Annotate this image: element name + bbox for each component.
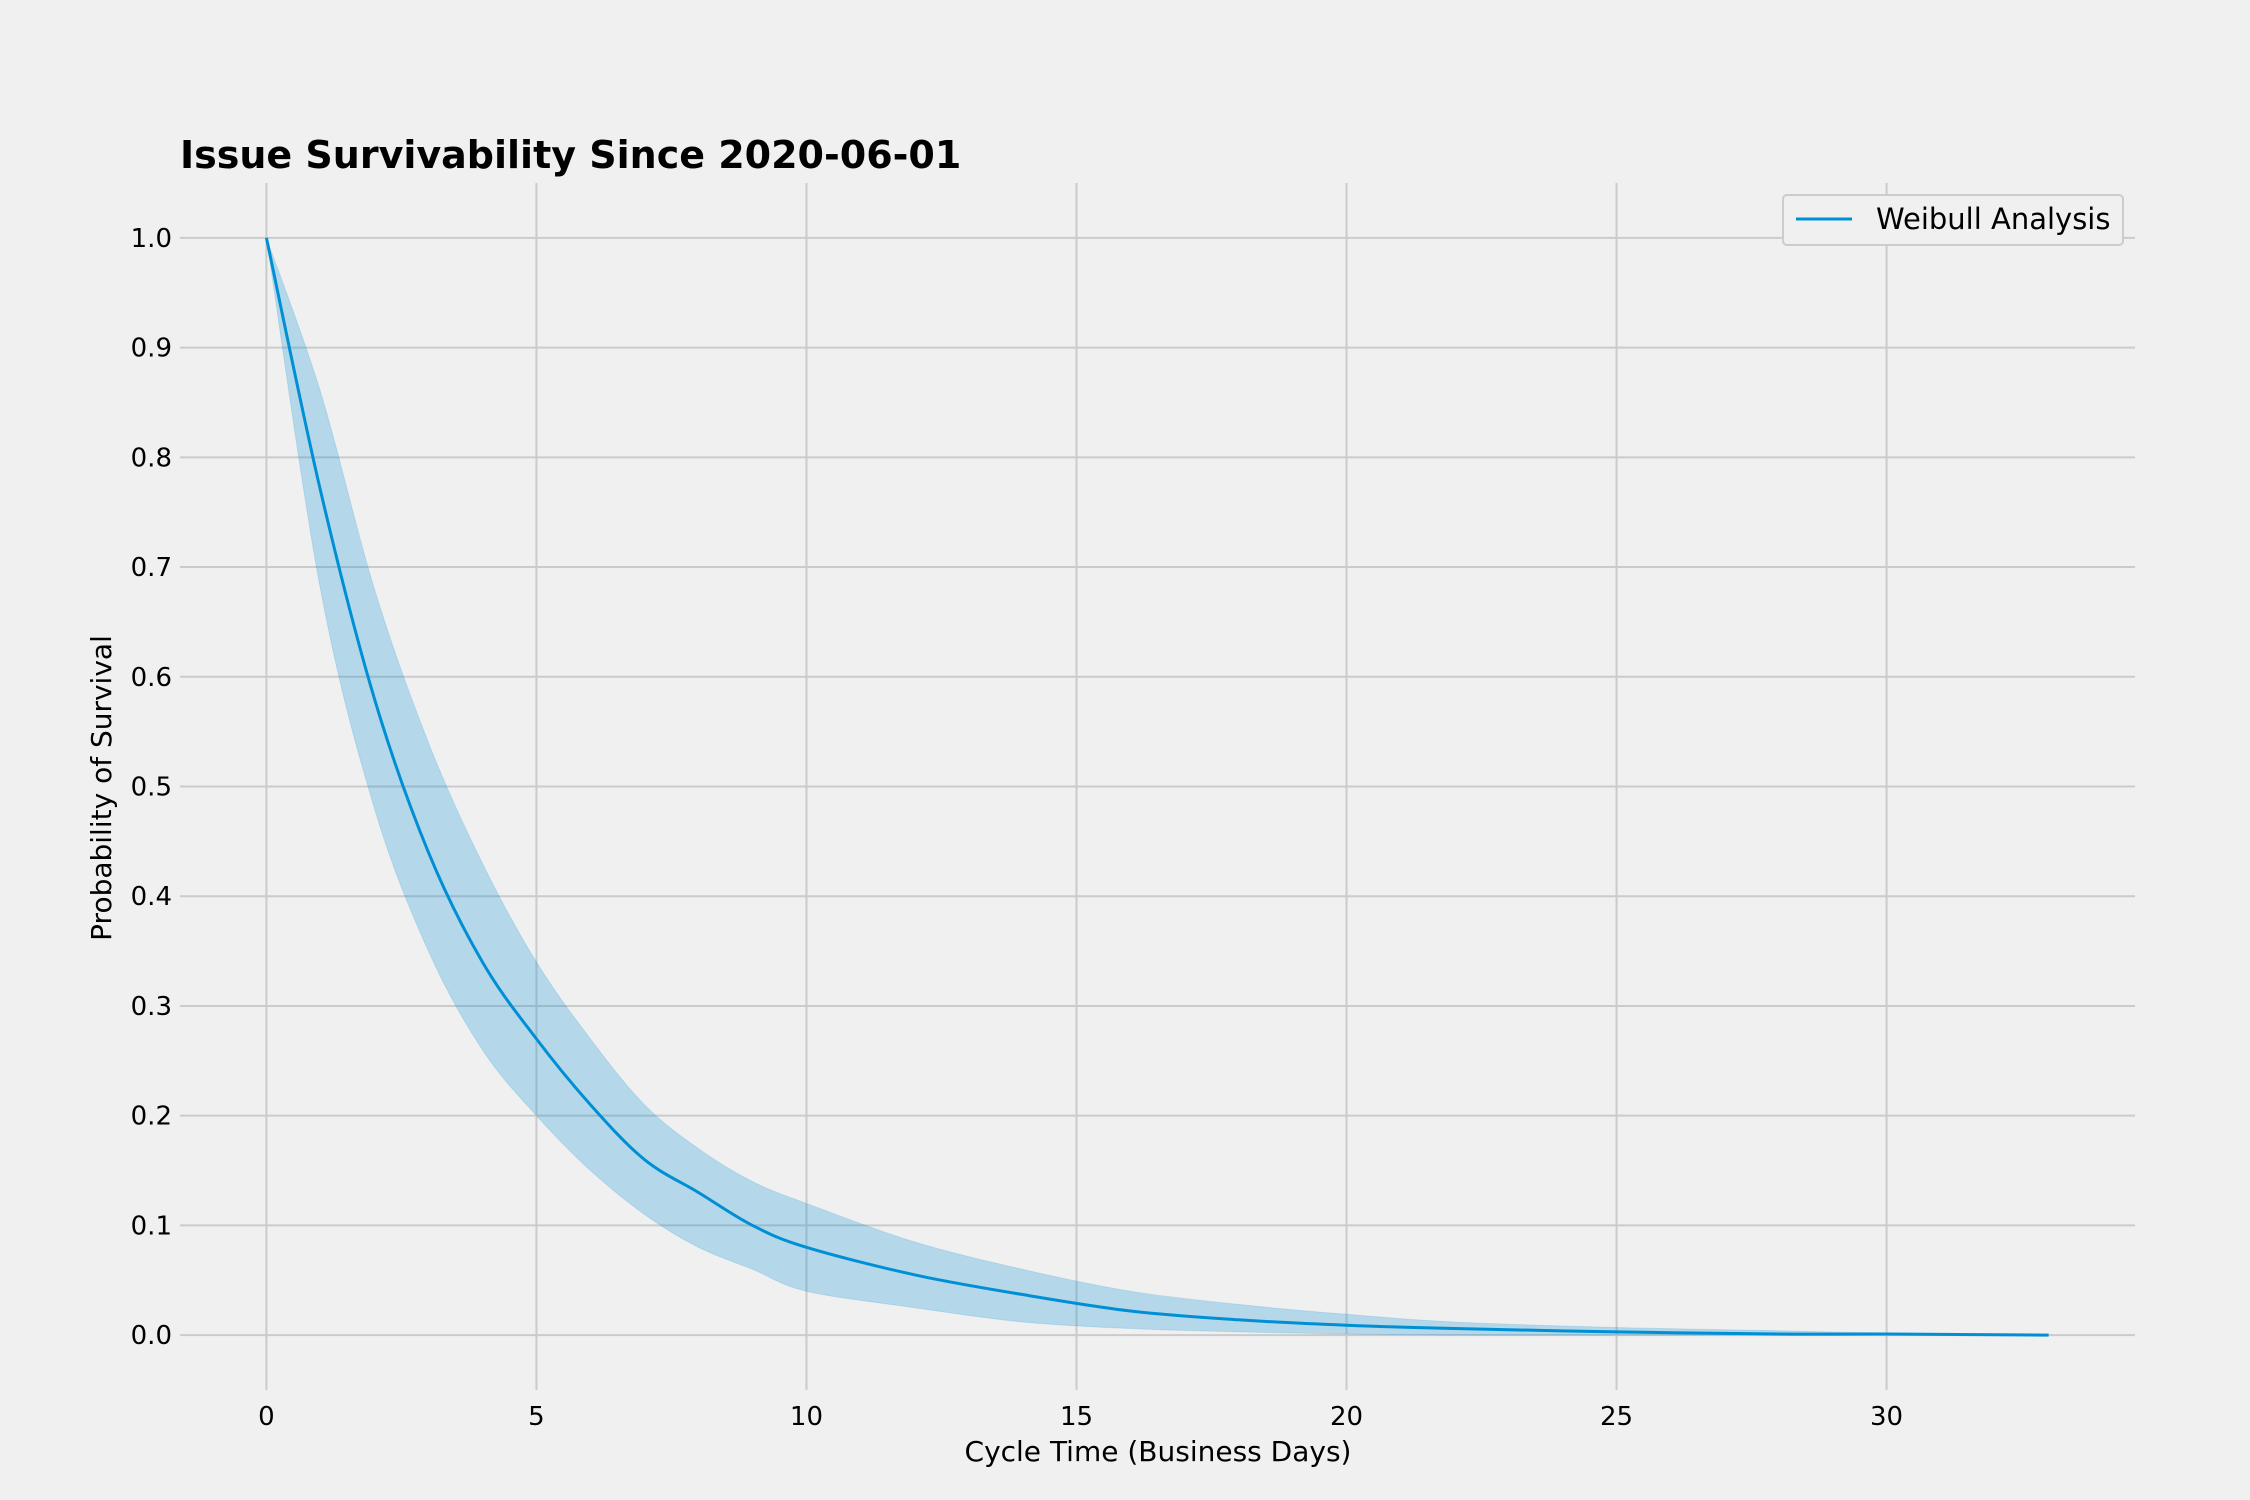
x-tick-label: 20 <box>1330 1402 1363 1432</box>
grid <box>180 183 2135 1390</box>
legend-label: Weibull Analysis <box>1876 202 2110 236</box>
x-tick-label: 5 <box>528 1402 545 1432</box>
x-tick-label: 30 <box>1870 1402 1903 1432</box>
y-tick-label: 0.2 <box>131 1102 172 1132</box>
series-line <box>264 237 2049 1337</box>
y-tick-label: 0.5 <box>131 773 172 803</box>
y-tick-labels: 0.0 0.1 0.2 0.3 0.4 0.5 0.6 0.7 0.8 0.9 1.0 <box>131 224 172 1351</box>
y-tick-label: 0.3 <box>131 992 172 1022</box>
x-tick-label: 0 <box>258 1402 275 1432</box>
x-axis-title: Cycle Time (Business Days) <box>965 1435 1352 1468</box>
chart-title: Issue Survivability Since 2020-06-01 <box>180 133 961 177</box>
series-lines <box>264 237 2049 1337</box>
y-tick-label: 0.0 <box>131 1321 172 1351</box>
y-tick-label: 0.9 <box>131 334 172 364</box>
y-axis-title: Probability of Survival <box>85 635 118 941</box>
legend-box <box>1782 194 2124 246</box>
y-tick-label: 0.7 <box>131 553 172 583</box>
y-tick-label: 0.6 <box>131 663 172 693</box>
legend: Weibull Analysis <box>1782 194 2124 246</box>
y-tick-label: 1.0 <box>131 224 172 254</box>
x-tick-labels: 0 5 10 15 20 25 30 <box>258 1402 1903 1432</box>
x-tick-label: 10 <box>790 1402 823 1432</box>
x-tick-label: 15 <box>1060 1402 1093 1432</box>
y-tick-label: 0.1 <box>131 1211 172 1241</box>
x-tick-label: 25 <box>1600 1402 1633 1432</box>
y-tick-label: 0.4 <box>131 882 172 912</box>
y-tick-label: 0.8 <box>131 443 172 473</box>
